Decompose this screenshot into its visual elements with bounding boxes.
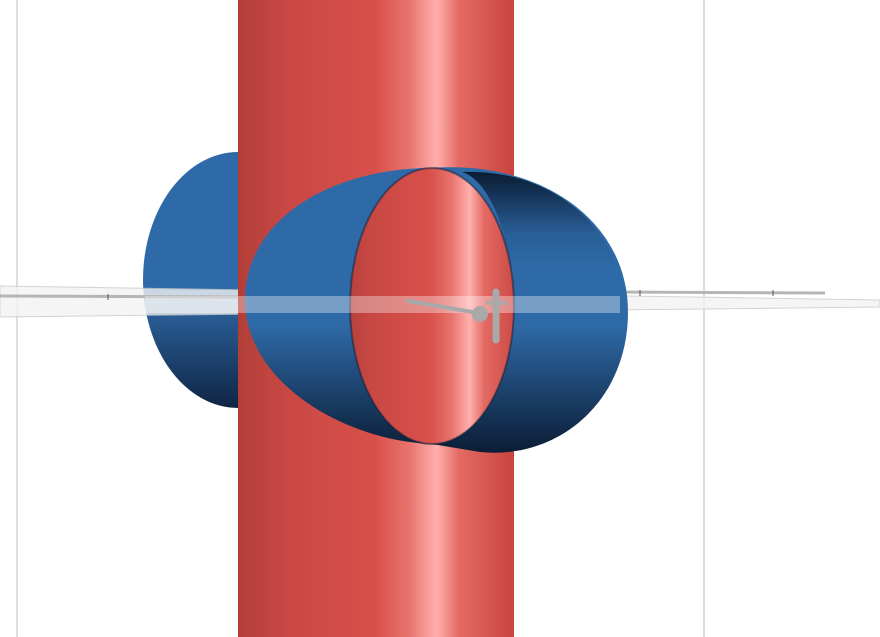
ground-plane-overlay (145, 296, 620, 313)
t-bar-fixture (406, 288, 507, 344)
